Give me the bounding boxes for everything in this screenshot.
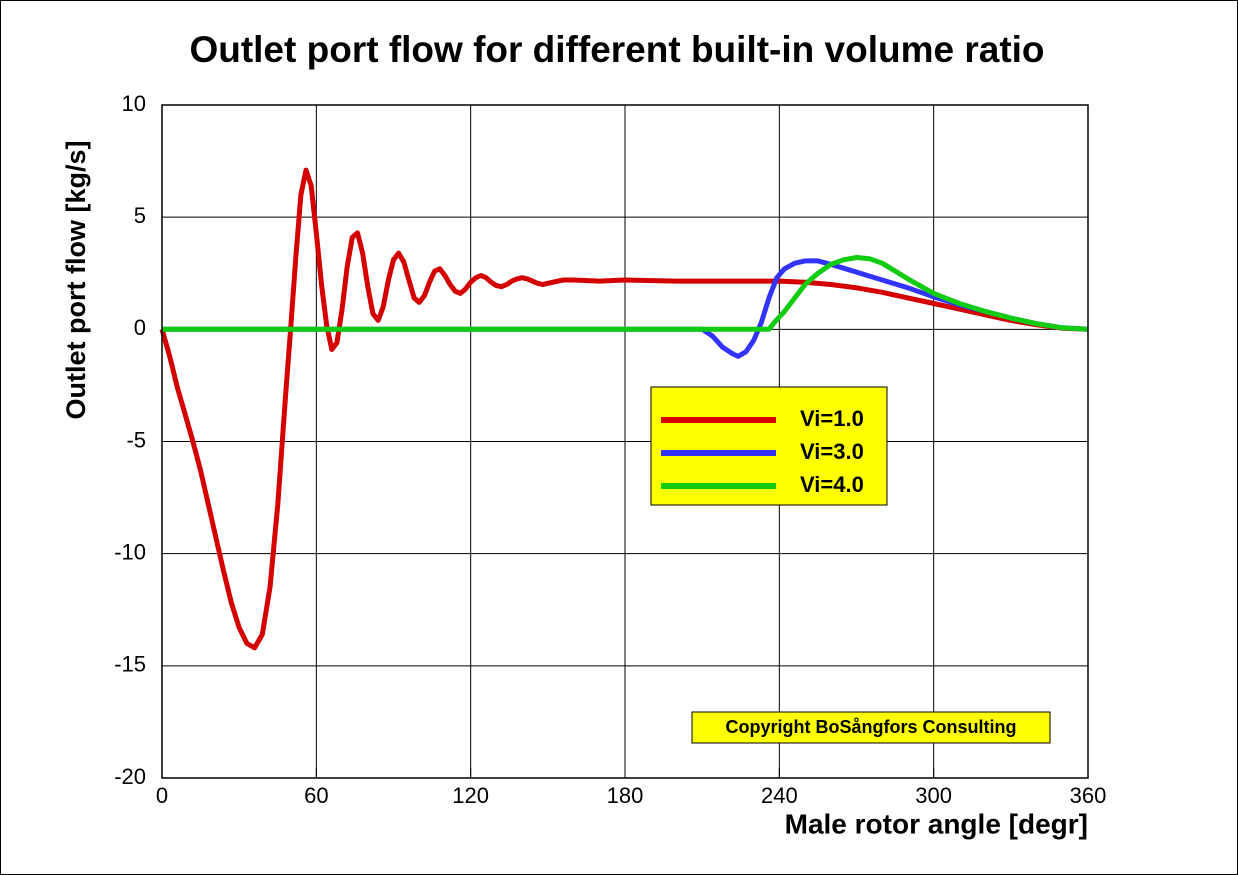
y-tick-label: 0	[134, 315, 146, 340]
series-line	[162, 255, 1089, 332]
annotation-box	[691, 711, 1051, 744]
x-tick-label: 360	[1070, 783, 1107, 808]
x-axis-label: Male rotor angle [degr]	[785, 808, 1088, 839]
x-tick-label: 300	[915, 783, 952, 808]
lines	[159, 167, 1089, 651]
plot-border	[161, 104, 1089, 779]
annotation: Copyright BoSångfors Consulting	[726, 717, 1017, 737]
y-tick-label: 5	[134, 203, 146, 228]
x-tick-label: 0	[156, 783, 168, 808]
legend-label: Vi=4.0	[800, 472, 864, 497]
y-tick-label: -15	[114, 652, 146, 677]
y-tick-label: -10	[114, 539, 146, 564]
x-tick-label: 60	[304, 783, 328, 808]
legend-label: Vi=3.0	[800, 439, 864, 464]
series-line	[159, 167, 1089, 651]
y-tick-label: 10	[122, 91, 146, 116]
chart-title: Outlet port flow for different built-in …	[189, 29, 1044, 70]
legend: Vi=1.0 Vi=3.0 Vi=4.0	[650, 386, 888, 506]
y-tick-label: -20	[114, 764, 146, 789]
x-tick-label: 240	[761, 783, 798, 808]
x-tick-label: 180	[607, 783, 644, 808]
x-tick-label: 120	[452, 783, 489, 808]
y-tick-label: -5	[126, 427, 146, 452]
legend-label: Vi=1.0	[800, 406, 864, 431]
y-axis-label: Outlet port flow [kg/s]	[61, 141, 91, 420]
